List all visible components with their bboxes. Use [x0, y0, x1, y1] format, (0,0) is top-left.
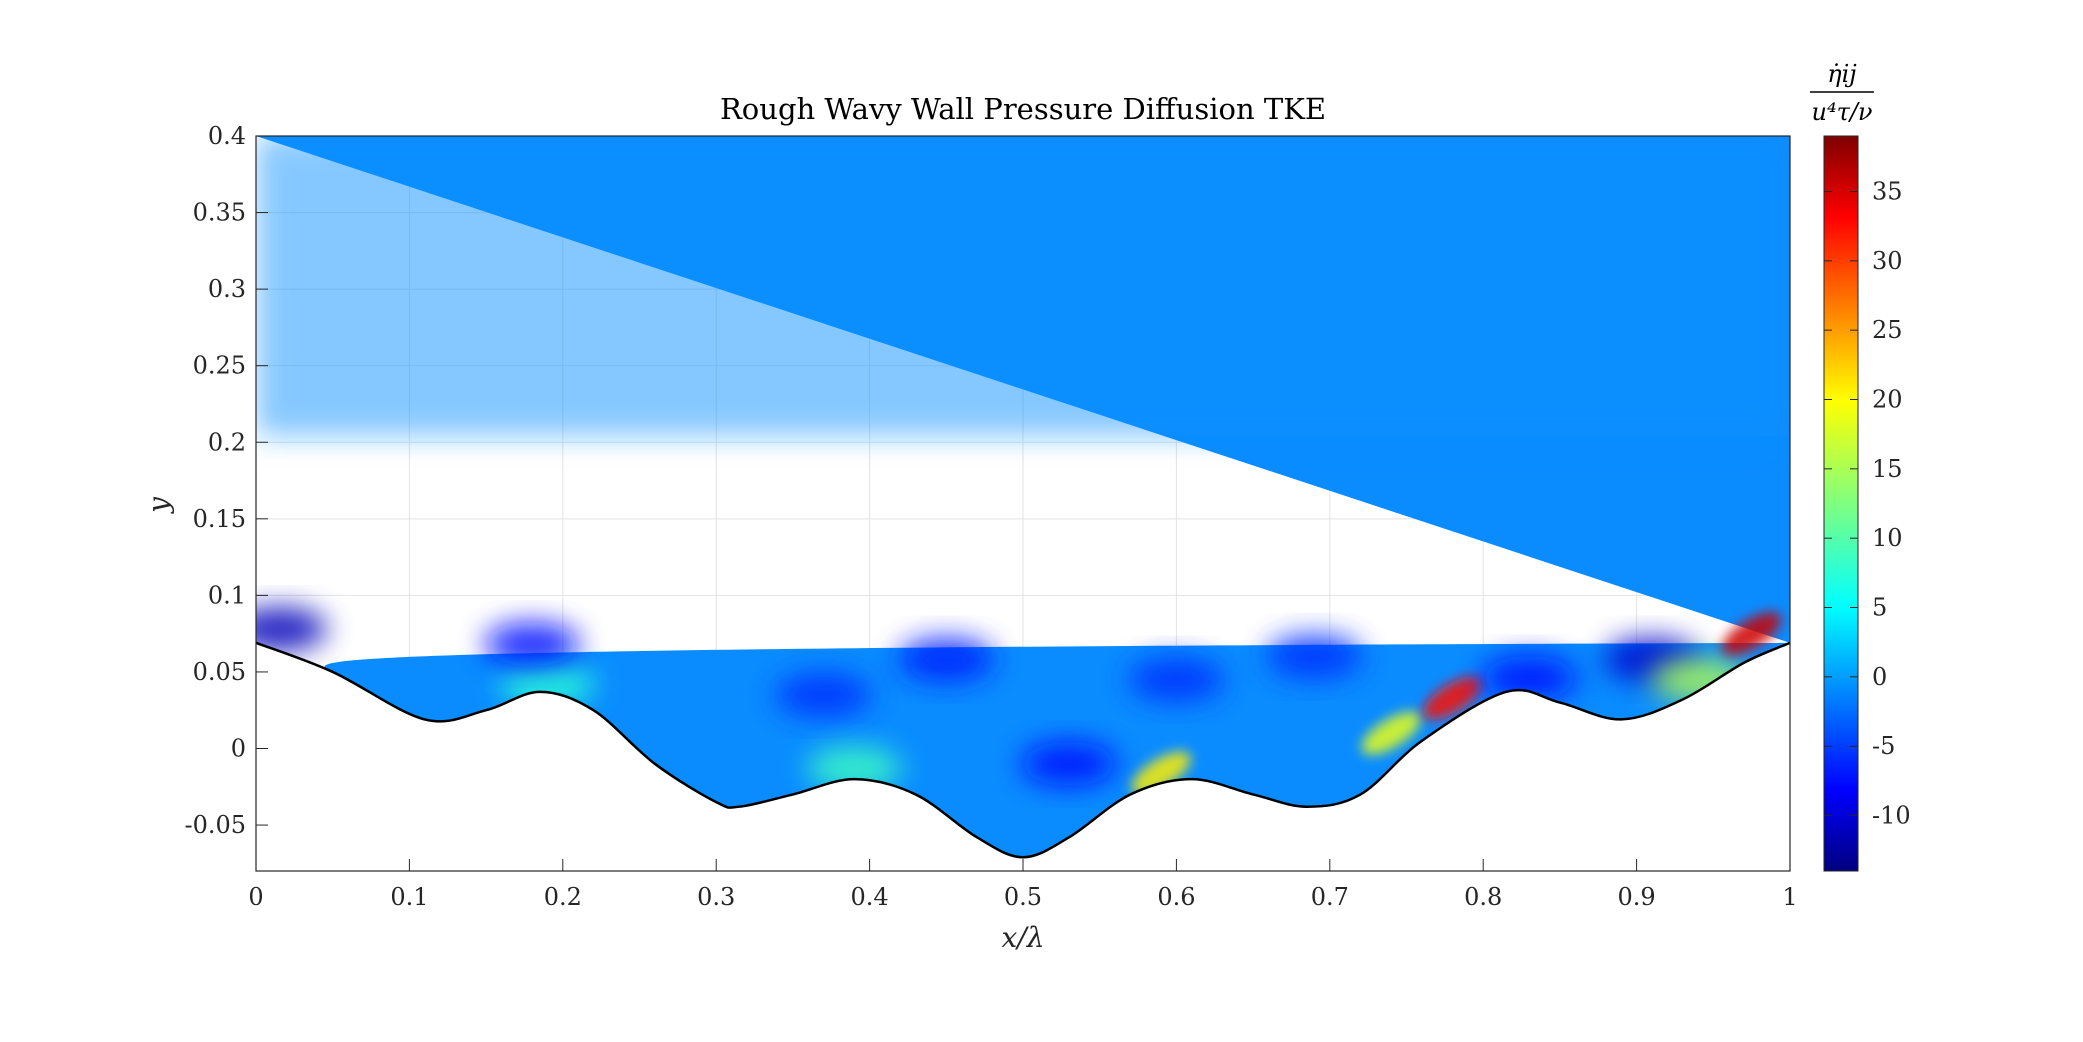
colorbar-tick-label-2: 0 [1872, 663, 1887, 691]
colorbar-gradient [1823, 135, 1859, 872]
x-tick-label-8: 0.8 [1464, 883, 1502, 911]
plot-area: 0 0.1 0.2 0.3 0.4 0.5 0.6 0.7 0.8 0.9 1 -0.05 0 0.05… [184, 122, 1797, 911]
field-feature-12 [1481, 656, 1578, 701]
field-feature-6 [1021, 741, 1118, 786]
wall-profile-line [255, 641, 1791, 859]
y-axis-ticks: -0.05 0 0.05 0.1 0.15 0.2 0.25 0.3 0.35 0.4 [184, 122, 268, 839]
colorbar-label-numerator: η̇ij [1827, 60, 1857, 88]
field-feature-5 [898, 637, 995, 682]
field-feature-15 [1721, 612, 1782, 656]
x-tick-label-0: 0 [248, 883, 263, 911]
field-feature-0 [256, 607, 327, 652]
field-feature-2 [484, 622, 581, 667]
y-tick-label-4: 0.15 [193, 505, 246, 533]
wall-region [256, 642, 1790, 871]
x-axis-ticks: 0 0.1 0.2 0.3 0.4 0.5 0.6 0.7 0.8 0.9 1 [248, 859, 1798, 911]
colorbar-tick-label-6: 20 [1872, 385, 1903, 413]
field-feature-4 [806, 746, 903, 791]
field-features [256, 607, 1782, 795]
y-tick-label-8: 0.35 [193, 199, 246, 227]
x-tick-label-10: 1 [1782, 883, 1797, 911]
x-tick-label-3: 0.3 [697, 883, 735, 911]
y-tick-label-6: 0.25 [193, 352, 246, 380]
x-axis-label: x/λ [1002, 921, 1045, 954]
x-tick-label-4: 0.4 [851, 883, 889, 911]
field-feature-10 [1361, 711, 1421, 755]
field-feature-9 [1266, 634, 1363, 679]
x-tick-label-7: 0.7 [1311, 883, 1349, 911]
x-tick-label-5: 0.5 [1004, 883, 1042, 911]
chart-title: Rough Wavy Wall Pressure Diffusion TKE [720, 92, 1326, 126]
colorbar: -10 -5 0 5 10 15 20 25 30 35 η̇ij u⁴τ/ν [1810, 60, 1911, 872]
y-axis-label: y [142, 496, 175, 515]
field-feature-11 [1422, 676, 1483, 720]
y-tick-label-9: 0.4 [208, 122, 246, 150]
field-feature-8 [1128, 657, 1225, 702]
y-tick-label-3: 0.1 [208, 581, 246, 609]
colorbar-tick-label-0: -10 [1872, 802, 1911, 830]
colorbar-tick-label-1: -5 [1872, 732, 1895, 760]
colorbar-tick-label-8: 30 [1872, 247, 1903, 275]
field-upper-tint [256, 136, 1790, 436]
colorbar-tick-label-4: 10 [1872, 524, 1903, 552]
y-tick-label-7: 0.3 [208, 275, 246, 303]
y-tick-label-2: 0.05 [193, 658, 246, 686]
y-tick-label-5: 0.2 [208, 428, 246, 456]
x-tick-label-6: 0.6 [1157, 883, 1195, 911]
field-feature-7 [1131, 751, 1191, 795]
x-tick-label-2: 0.2 [544, 883, 582, 911]
x-tick-label-9: 0.9 [1618, 883, 1656, 911]
colorbar-tick-label-7: 25 [1872, 316, 1903, 344]
colorbar-tick-label-3: 5 [1872, 594, 1887, 622]
field-feature-3 [775, 672, 872, 717]
colorbar-tick-label-5: 15 [1872, 455, 1903, 483]
colorbar-label-denominator: u⁴τ/ν [1811, 98, 1872, 126]
y-tick-label-0: -0.05 [184, 811, 246, 839]
colorbar-tick-label-9: 35 [1872, 177, 1903, 205]
colorbar-ticks: -10 -5 0 5 10 15 20 25 30 35 [1824, 177, 1911, 830]
x-tick-label-1: 0.1 [390, 883, 428, 911]
y-tick-label-1: 0 [231, 735, 246, 763]
